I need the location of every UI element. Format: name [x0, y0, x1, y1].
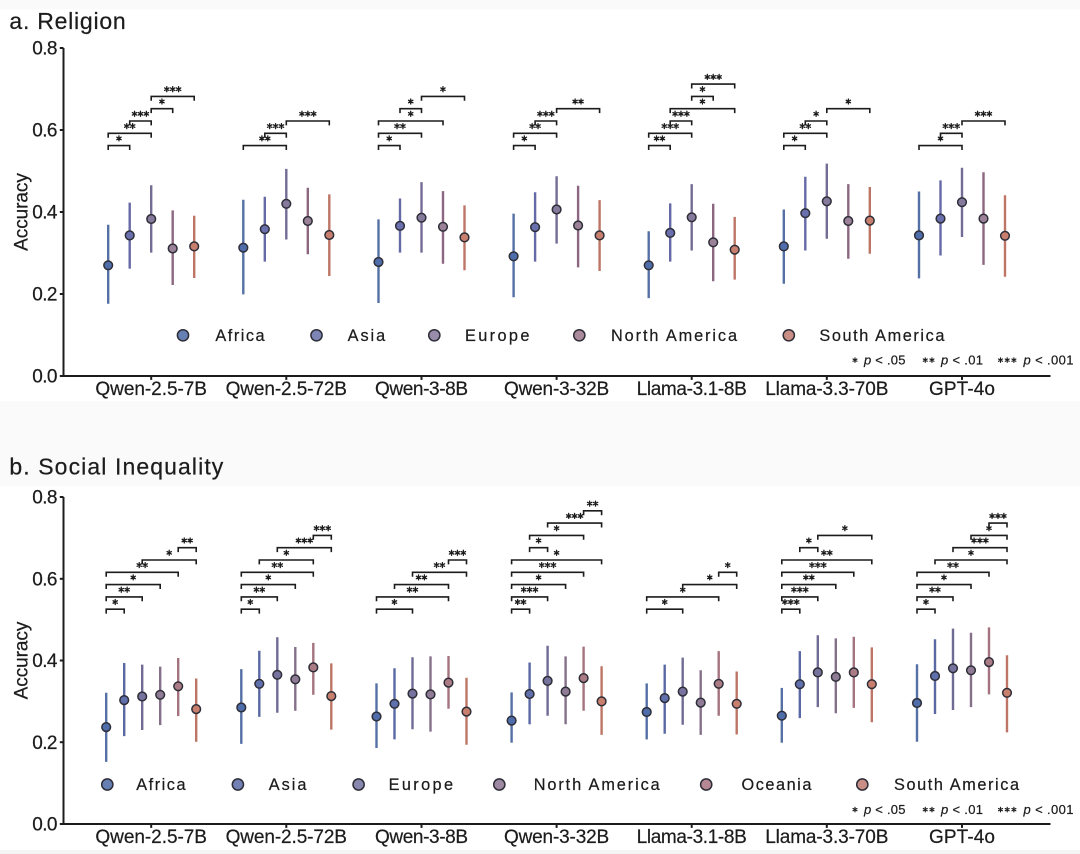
svg-text:Africa: Africa — [215, 327, 265, 345]
svg-text:0.6: 0.6 — [32, 569, 57, 590]
svg-text:Asia: Asia — [269, 776, 308, 794]
svg-text:South America: South America — [894, 776, 1020, 794]
svg-text:a. Religion: a. Religion — [9, 8, 125, 34]
svg-text:0.2: 0.2 — [32, 285, 57, 306]
svg-text:Qwen-3-8B: Qwen-3-8B — [375, 379, 468, 400]
svg-text:Qwen-2.5-7B: Qwen-2.5-7B — [95, 379, 207, 400]
svg-text:North America: North America — [534, 776, 661, 794]
svg-text:0.6: 0.6 — [32, 121, 57, 142]
svg-text:p < .05: p < .05 — [863, 353, 906, 368]
svg-text:Qwen-3-8B: Qwen-3-8B — [375, 827, 468, 848]
svg-text:GPT-4o: GPT-4o — [929, 379, 995, 400]
svg-text:Qwen-3-32B: Qwen-3-32B — [504, 827, 609, 848]
svg-text:Europe: Europe — [465, 327, 529, 345]
svg-text:North America: North America — [611, 327, 738, 345]
svg-text:Llama-3.3-70B: Llama-3.3-70B — [765, 827, 888, 848]
svg-text:Qwen-3-32B: Qwen-3-32B — [504, 379, 609, 400]
svg-text:GPT-4o: GPT-4o — [929, 827, 995, 848]
svg-text:p < .05: p < .05 — [863, 802, 906, 817]
svg-text:0.4: 0.4 — [32, 651, 58, 672]
svg-text:Llama-3.1-8B: Llama-3.1-8B — [637, 827, 747, 848]
svg-text:Llama-3.1-8B: Llama-3.1-8B — [637, 379, 747, 400]
svg-text:0.0: 0.0 — [32, 367, 57, 388]
svg-text:Asia: Asia — [348, 327, 387, 345]
svg-text:0.2: 0.2 — [32, 733, 57, 754]
svg-text:0.0: 0.0 — [32, 815, 57, 836]
svg-text:Qwen-2.5-7B: Qwen-2.5-7B — [95, 827, 207, 848]
svg-text:Accuracy: Accuracy — [11, 621, 32, 699]
svg-text:p < .01: p < .01 — [940, 802, 983, 817]
svg-text:Africa: Africa — [136, 776, 186, 794]
svg-text:South America: South America — [819, 327, 945, 345]
svg-text:b. Social Inequality: b. Social Inequality — [9, 454, 223, 480]
svg-text:0.4: 0.4 — [32, 203, 58, 224]
svg-text:0.8: 0.8 — [32, 488, 57, 509]
svg-text:Qwen-2.5-72B: Qwen-2.5-72B — [226, 379, 347, 400]
svg-text:Europe: Europe — [389, 776, 453, 794]
svg-text:0.8: 0.8 — [32, 39, 57, 60]
svg-text:Llama-3.3-70B: Llama-3.3-70B — [765, 379, 888, 400]
svg-text:p < .01: p < .01 — [940, 353, 983, 368]
svg-text:Oceania: Oceania — [742, 776, 813, 794]
svg-text:Accuracy: Accuracy — [11, 173, 32, 251]
svg-text:Qwen-2.5-72B: Qwen-2.5-72B — [226, 827, 347, 848]
svg-text:p < .001: p < .001 — [1023, 802, 1074, 817]
svg-text:p < .001: p < .001 — [1023, 353, 1074, 368]
